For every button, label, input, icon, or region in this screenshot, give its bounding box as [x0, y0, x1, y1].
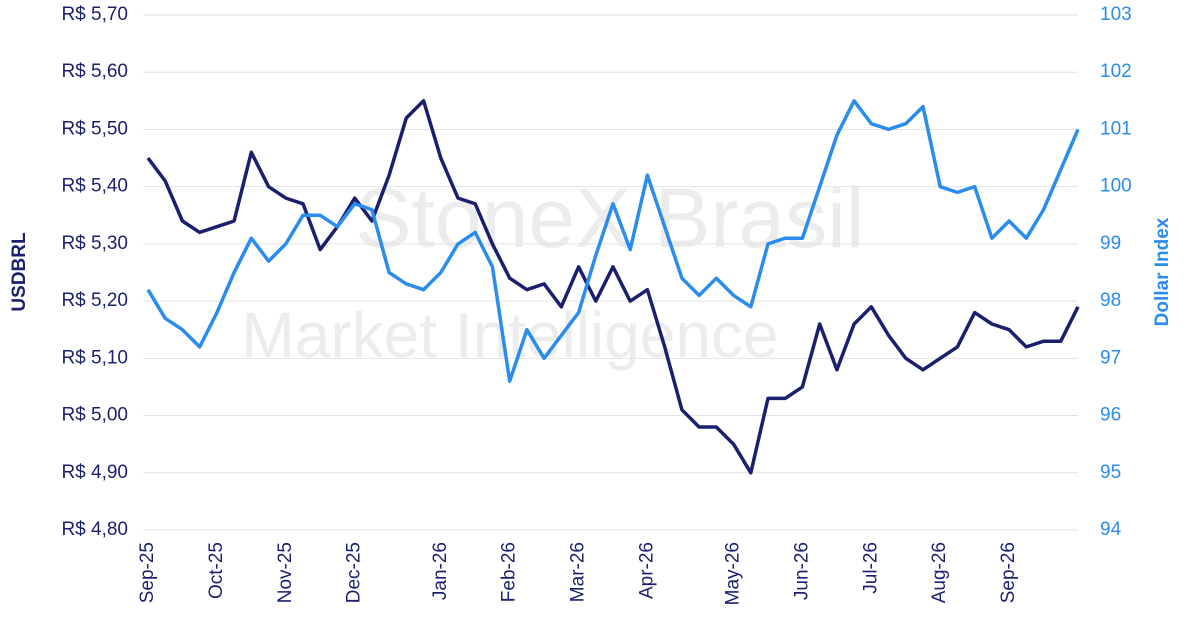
watermark-line: Market Intelligence [241, 299, 778, 371]
x-tick-label: Nov-25 [275, 542, 296, 603]
y2-tick-label: 96 [1100, 405, 1121, 426]
line-series [146, 99, 1080, 475]
y-tick-label: R$ 5,10 [61, 347, 128, 368]
y2-tick-label: 103 [1100, 4, 1132, 25]
y-tick-label: R$ 4,90 [61, 462, 128, 483]
y-tick-label: R$ 5,00 [61, 405, 128, 426]
x-tick-label: Sep-25 [137, 542, 158, 603]
y-tick-label: R$ 5,30 [61, 233, 128, 254]
x-tick-label: Apr-26 [636, 542, 657, 599]
y-axis-label: USDBRL [9, 232, 30, 312]
x-tick-label: Sep-26 [998, 542, 1019, 603]
y2-tick-label: 101 [1100, 118, 1132, 139]
y2-axis-label: Dollar Index [1152, 217, 1173, 326]
y-tick-label: R$ 4,80 [61, 519, 128, 540]
y-tick-label: R$ 5,20 [61, 290, 128, 311]
y2-tick-label: 100 [1100, 176, 1132, 197]
x-tick-label: Feb-26 [499, 542, 520, 602]
y2-tick-label: 95 [1100, 462, 1121, 483]
y2-tick-label: 99 [1100, 233, 1121, 254]
y-tick-label: R$ 5,50 [61, 118, 128, 139]
x-tick-label: May-26 [723, 542, 744, 605]
watermark: StoneX Brasil Market Intelligence [241, 171, 864, 371]
x-tick-label: Dec-25 [344, 542, 365, 603]
x-tick-label: Oct-25 [206, 542, 227, 599]
y2-tick-label: 94 [1100, 519, 1122, 540]
x-tick-label: Jul-26 [860, 542, 881, 594]
y2-tick-label: 97 [1100, 347, 1121, 368]
y-tick-label: R$ 5,60 [61, 61, 128, 82]
y-tick-label: R$ 5,70 [61, 4, 128, 25]
x-tick-label: Aug-26 [929, 542, 950, 603]
x-tick-label: Jun-26 [791, 542, 812, 600]
y2-tick-label: 102 [1100, 61, 1132, 82]
y-tick-label: R$ 5,40 [61, 176, 128, 197]
x-tick-label: Mar-26 [568, 542, 589, 602]
line-series [146, 99, 1080, 383]
x-tick-label: Jan-26 [430, 542, 451, 600]
y2-tick-label: 98 [1100, 290, 1121, 311]
